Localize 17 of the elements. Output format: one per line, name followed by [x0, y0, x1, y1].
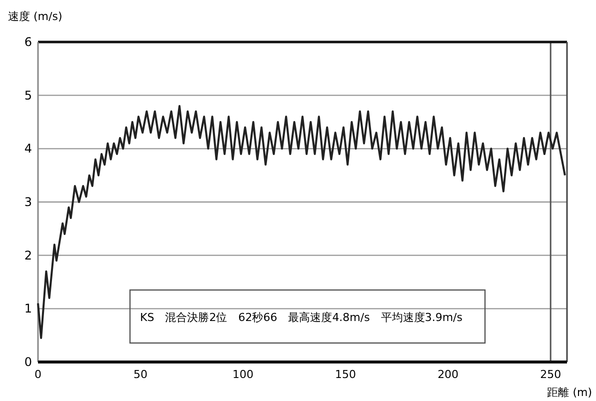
y-tick-label: 1 [24, 302, 32, 316]
y-axis-title: 速度 (m/s) [8, 10, 62, 23]
x-tick-label: 250 [540, 368, 562, 381]
y-tick-label: 0 [24, 355, 32, 369]
x-tick-label: 50 [134, 368, 148, 381]
y-tick-label: 5 [24, 88, 32, 102]
line-series [37, 105, 566, 339]
x-tick-label: 150 [335, 368, 356, 381]
y-tick-label: 4 [24, 142, 32, 156]
x-tick-label: 100 [232, 368, 254, 381]
x-axis-title: 距離 (m) [547, 386, 592, 399]
annotation: KS 混合決勝2位 62秒66 最高速度4.8m/s 平均速度3.9m/s [140, 311, 463, 324]
x-tick-label: 0 [34, 368, 42, 381]
y-tick-label: 2 [24, 248, 32, 262]
y-tick-label: 6 [24, 35, 32, 49]
x-tick-label: 200 [438, 368, 459, 381]
y-tick-label: 3 [24, 195, 32, 209]
